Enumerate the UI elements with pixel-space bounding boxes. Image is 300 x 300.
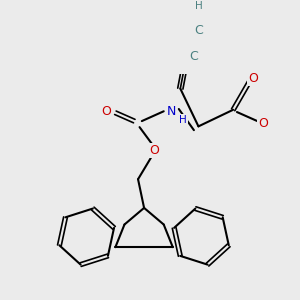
Text: C: C bbox=[190, 50, 198, 63]
Text: O: O bbox=[248, 72, 258, 85]
Text: O: O bbox=[150, 144, 160, 157]
Text: O: O bbox=[258, 117, 268, 130]
Text: C: C bbox=[194, 24, 203, 37]
Text: H: H bbox=[179, 115, 187, 125]
Text: H: H bbox=[195, 1, 202, 11]
Text: N: N bbox=[167, 105, 176, 118]
Text: O: O bbox=[101, 105, 111, 118]
